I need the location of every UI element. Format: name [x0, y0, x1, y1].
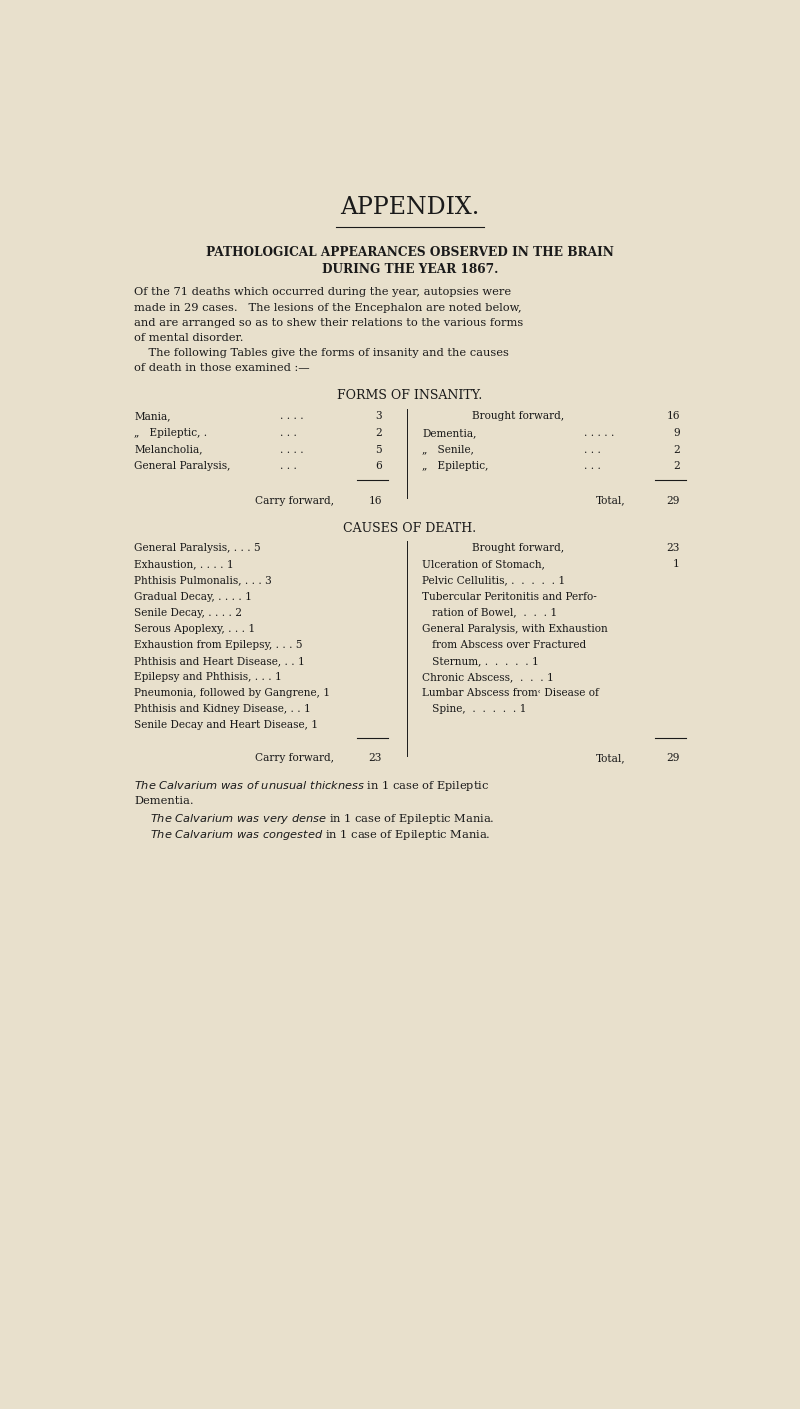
Text: . . .: . . .	[584, 445, 601, 455]
Text: ration of Bowel,  .  .  . 1: ration of Bowel, . . . 1	[422, 607, 558, 617]
Text: Total,: Total,	[596, 496, 626, 506]
Text: Pneumonia, followed by Gangrene, 1: Pneumonia, followed by Gangrene, 1	[134, 688, 330, 697]
Text: of death in those examined :—: of death in those examined :—	[134, 364, 310, 373]
Text: Dementia,: Dementia,	[422, 428, 477, 438]
Text: General Paralysis, . . . 5: General Paralysis, . . . 5	[134, 544, 261, 554]
Text: Phthisis Pulmonalis, . . . 3: Phthisis Pulmonalis, . . . 3	[134, 575, 272, 586]
Text: FORMS OF INSANITY.: FORMS OF INSANITY.	[338, 389, 482, 403]
Text: Dementia.: Dementia.	[134, 796, 194, 806]
Text: Brought forward,: Brought forward,	[472, 544, 564, 554]
Text: 5: 5	[375, 445, 382, 455]
Text: Melancholia,: Melancholia,	[134, 445, 202, 455]
Text: 23: 23	[666, 544, 680, 554]
Text: $\mathit{The\ Calvarium\ was\ of\ unusual\ thickness}$ in 1 case of Epileptic: $\mathit{The\ Calvarium\ was\ of\ unusua…	[134, 779, 490, 793]
Text: 2: 2	[673, 445, 680, 455]
Text: Spine,  .  .  .  .  . 1: Spine, . . . . . 1	[422, 704, 526, 714]
Text: Exhaustion from Epilepsy, . . . 5: Exhaustion from Epilepsy, . . . 5	[134, 640, 302, 650]
Text: 23: 23	[369, 754, 382, 764]
Text: CAUSES OF DEATH.: CAUSES OF DEATH.	[343, 521, 477, 534]
Text: . . .: . . .	[280, 428, 297, 438]
Text: 2: 2	[375, 428, 382, 438]
Text: APPENDIX.: APPENDIX.	[340, 196, 480, 220]
Text: DURING THE YEAR 1867.: DURING THE YEAR 1867.	[322, 263, 498, 276]
Text: General Paralysis, with Exhaustion: General Paralysis, with Exhaustion	[422, 624, 608, 634]
Text: Total,: Total,	[596, 754, 626, 764]
Text: Exhaustion, . . . . 1: Exhaustion, . . . . 1	[134, 559, 234, 569]
Text: General Paralysis,: General Paralysis,	[134, 462, 230, 472]
Text: „   Epileptic, .: „ Epileptic, .	[134, 428, 207, 438]
Text: Ulceration of Stomach,: Ulceration of Stomach,	[422, 559, 546, 569]
Text: made in 29 cases.   The lesions of the Encephalon are noted below,: made in 29 cases. The lesions of the Enc…	[134, 303, 522, 313]
Text: Phthisis and Heart Disease, . . 1: Phthisis and Heart Disease, . . 1	[134, 655, 305, 666]
Text: Phthisis and Kidney Disease, . . 1: Phthisis and Kidney Disease, . . 1	[134, 704, 311, 714]
Text: Senile Decay, . . . . 2: Senile Decay, . . . . 2	[134, 607, 242, 617]
Text: . . . . .: . . . . .	[584, 428, 614, 438]
Text: Carry forward,: Carry forward,	[255, 496, 334, 506]
Text: Lumbar Abscess from˓ Disease of: Lumbar Abscess from˓ Disease of	[422, 688, 599, 697]
Text: . . . .: . . . .	[280, 445, 303, 455]
Text: Mania,: Mania,	[134, 411, 170, 421]
Text: of mental disorder.: of mental disorder.	[134, 333, 243, 342]
Text: The following Tables give the forms of insanity and the causes: The following Tables give the forms of i…	[134, 348, 509, 358]
Text: Sternum, .  .  .  .  . 1: Sternum, . . . . . 1	[422, 655, 539, 666]
Text: Brought forward,: Brought forward,	[472, 411, 564, 421]
Text: „   Senile,: „ Senile,	[422, 445, 474, 455]
Text: 1: 1	[673, 559, 680, 569]
Text: Of the 71 deaths which occurred during the year, autopsies were: Of the 71 deaths which occurred during t…	[134, 287, 511, 297]
Text: Gradual Decay, . . . . 1: Gradual Decay, . . . . 1	[134, 592, 252, 602]
Text: . . . .: . . . .	[280, 411, 303, 421]
Text: . . .: . . .	[280, 462, 297, 472]
Text: 3: 3	[375, 411, 382, 421]
Text: 2: 2	[673, 462, 680, 472]
Text: 6: 6	[375, 462, 382, 472]
Text: „   Epileptic,: „ Epileptic,	[422, 462, 489, 472]
Text: 16: 16	[369, 496, 382, 506]
Text: Serous Apoplexy, . . . 1: Serous Apoplexy, . . . 1	[134, 624, 255, 634]
Text: . . .: . . .	[584, 462, 601, 472]
Text: and are arranged so as to shew their relations to the various forms: and are arranged so as to shew their rel…	[134, 317, 523, 328]
Text: 16: 16	[666, 411, 680, 421]
Text: Epilepsy and Phthisis, . . . 1: Epilepsy and Phthisis, . . . 1	[134, 672, 282, 682]
Text: 29: 29	[666, 754, 680, 764]
Text: 9: 9	[673, 428, 680, 438]
Text: Carry forward,: Carry forward,	[255, 754, 334, 764]
Text: Tubercular Peritonitis and Perfo-: Tubercular Peritonitis and Perfo-	[422, 592, 597, 602]
Text: Pelvic Cellulitis, .  .  .  .  . 1: Pelvic Cellulitis, . . . . . 1	[422, 575, 566, 586]
Text: Senile Decay and Heart Disease, 1: Senile Decay and Heart Disease, 1	[134, 720, 318, 730]
Text: PATHOLOGICAL APPEARANCES OBSERVED IN THE BRAIN: PATHOLOGICAL APPEARANCES OBSERVED IN THE…	[206, 247, 614, 259]
Text: from Abscess over Fractured: from Abscess over Fractured	[422, 640, 586, 650]
Text: Chronic Abscess,  .  .  . 1: Chronic Abscess, . . . 1	[422, 672, 554, 682]
Text: $\mathit{The\ Calvarium\ was\ very\ dense}$ in 1 case of Epileptic Mania.: $\mathit{The\ Calvarium\ was\ very\ dens…	[150, 812, 494, 826]
Text: $\mathit{The\ Calvarium\ was\ congested}$ in 1 case of Epileptic Mania.: $\mathit{The\ Calvarium\ was\ congested}…	[150, 828, 490, 843]
Text: 29: 29	[666, 496, 680, 506]
